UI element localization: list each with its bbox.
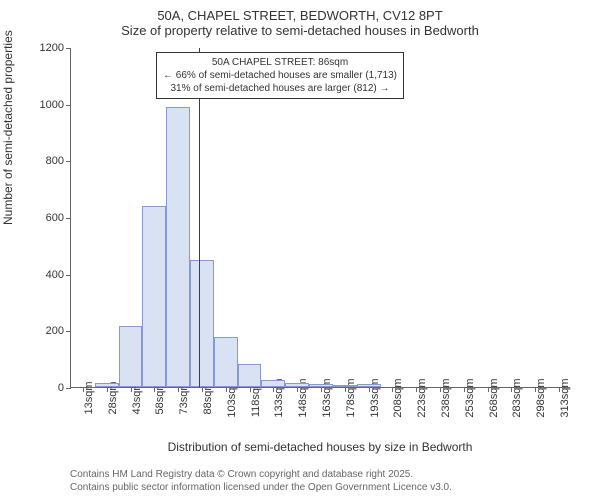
x-tick-label: 253sqm — [464, 378, 476, 417]
y-tick-label: 0 — [24, 382, 64, 394]
x-tick-label: 298sqm — [535, 378, 547, 417]
annotation-line-3: 31% of semi-detached houses are larger (… — [163, 82, 397, 95]
chart-title-sub: Size of property relative to semi-detach… — [0, 23, 600, 38]
x-tick-label: 268sqm — [488, 378, 500, 417]
chart-title-main: 50A, CHAPEL STREET, BEDWORTH, CV12 8PT — [0, 0, 600, 23]
y-tick — [66, 331, 71, 332]
y-tick-label: 400 — [24, 269, 64, 281]
x-tick-label: 283sqm — [511, 378, 523, 417]
histogram-bar — [166, 107, 190, 388]
histogram-bar — [142, 206, 166, 387]
y-tick — [66, 48, 71, 49]
y-tick — [66, 105, 71, 106]
y-axis-label: Number of semi-detached properties — [1, 30, 15, 225]
footer-line-1: Contains HM Land Registry data © Crown c… — [70, 468, 452, 481]
annotation-box: 50A CHAPEL STREET: 86sqm← 66% of semi-de… — [156, 52, 404, 99]
y-tick — [66, 161, 71, 162]
chart-footer: Contains HM Land Registry data © Crown c… — [70, 468, 452, 494]
y-tick-label: 1200 — [24, 42, 64, 54]
chart-container: 50A, CHAPEL STREET, BEDWORTH, CV12 8PT S… — [0, 0, 600, 500]
y-tick — [66, 275, 71, 276]
histogram-bar — [333, 385, 357, 387]
histogram-bar — [261, 380, 285, 387]
histogram-bar — [214, 337, 238, 387]
x-tick-label: 313sqm — [559, 378, 571, 417]
histogram-bar — [357, 384, 381, 387]
y-tick — [66, 388, 71, 389]
histogram-bar — [309, 384, 333, 387]
x-tick-label: 208sqm — [392, 378, 404, 417]
y-tick-label: 1000 — [24, 99, 64, 111]
histogram-bar — [238, 364, 262, 387]
x-tick-label: 238sqm — [440, 378, 452, 417]
x-tick-label: 223sqm — [416, 378, 428, 417]
annotation-line-2: ← 66% of semi-detached houses are smalle… — [163, 69, 397, 82]
footer-line-2: Contains public sector information licen… — [70, 481, 452, 494]
histogram-bar — [119, 326, 143, 387]
y-tick-label: 600 — [24, 212, 64, 224]
y-tick-label: 800 — [24, 155, 64, 167]
histogram-bar — [190, 260, 214, 388]
histogram-bar — [285, 383, 309, 387]
annotation-line-1: 50A CHAPEL STREET: 86sqm — [163, 56, 397, 69]
x-axis-label: Distribution of semi-detached houses by … — [70, 440, 570, 454]
plot-area: 13sqm28sqm43sqm58sqm73sqm88sqm103sqm118s… — [70, 48, 570, 388]
x-tick-label: 13sqm — [83, 381, 95, 414]
histogram-bar — [95, 383, 119, 387]
y-tick-label: 200 — [24, 325, 64, 337]
y-tick — [66, 218, 71, 219]
